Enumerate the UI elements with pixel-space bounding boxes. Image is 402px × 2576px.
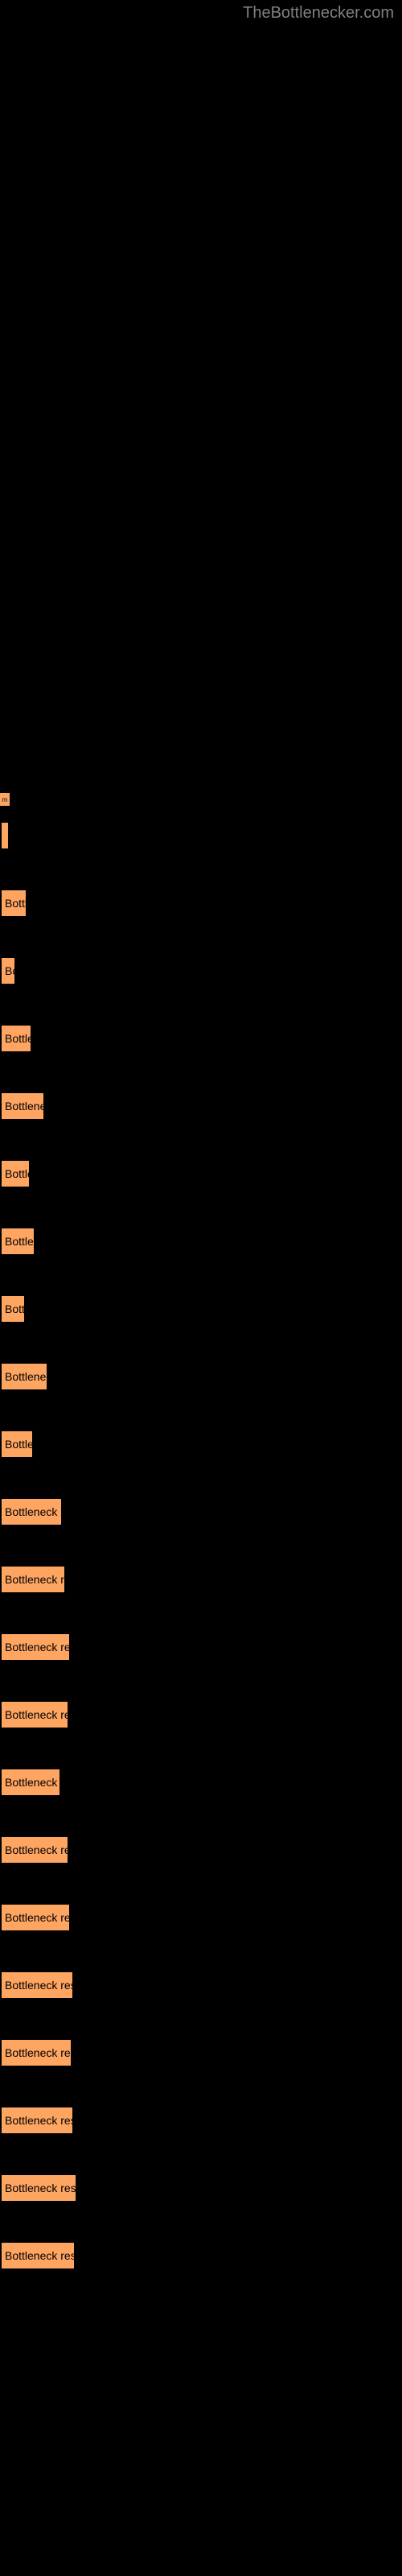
- bar-label-13: Bottleneck result: [5, 1708, 68, 1721]
- bar-row-1: Bottle: [0, 889, 402, 918]
- bar-8[interactable]: Bottleneck r: [0, 1362, 48, 1391]
- bar-label-18: Bottleneck result: [5, 2046, 71, 2059]
- watermark-text: TheBottlenecker.com: [243, 4, 394, 23]
- bar-label-2: Bo: [5, 964, 14, 977]
- tooltip-marker: m: [0, 793, 10, 806]
- bar-row-7: Bottle: [0, 1294, 402, 1323]
- bar-row-5: Bottlen: [0, 1159, 402, 1188]
- bar-6[interactable]: Bottlene: [0, 1227, 35, 1256]
- bar-10[interactable]: Bottleneck resu: [0, 1497, 63, 1526]
- bar-label-4: Bottleneck: [5, 1100, 43, 1113]
- bar-16[interactable]: Bottleneck result: [0, 1903, 71, 1932]
- bar-row-9: Bottlen: [0, 1430, 402, 1459]
- bar-row-11: Bottleneck result: [0, 1565, 402, 1594]
- tooltip-label: m: [2, 796, 8, 803]
- bar-12[interactable]: Bottleneck result: [0, 1633, 71, 1662]
- bar-label-12: Bottleneck result: [5, 1641, 69, 1653]
- bar-row-19: Bottleneck result: [0, 2106, 402, 2135]
- bar-7[interactable]: Bottle: [0, 1294, 26, 1323]
- bar-20[interactable]: Bottleneck result: [0, 2174, 77, 2202]
- bar-label-7: Bottle: [5, 1302, 24, 1315]
- bar-row-2: Bo: [0, 956, 402, 985]
- bar-row-3: Bottlen: [0, 1024, 402, 1053]
- bar-13[interactable]: Bottleneck result: [0, 1700, 69, 1729]
- bar-label-3: Bottlen: [5, 1032, 31, 1045]
- bar-row-16: Bottleneck result: [0, 1903, 402, 1932]
- bar-1[interactable]: Bottle: [0, 889, 27, 918]
- bar-row-6: Bottlene: [0, 1227, 402, 1256]
- bar-label-1: Bottle: [5, 897, 26, 910]
- bar-19[interactable]: Bottleneck result: [0, 2106, 74, 2135]
- bar-row-0: m: [0, 821, 402, 850]
- bar-row-15: Bottleneck result: [0, 1835, 402, 1864]
- bar-row-18: Bottleneck result: [0, 2038, 402, 2067]
- bar-4[interactable]: Bottleneck: [0, 1092, 45, 1121]
- bar-17[interactable]: Bottleneck result: [0, 1971, 74, 2000]
- bar-label-9: Bottlen: [5, 1438, 32, 1451]
- bar-chart: m Bottle Bo Bottlen Bottleneck Bottlen B…: [0, 0, 402, 2325]
- bar-5[interactable]: Bottlen: [0, 1159, 31, 1188]
- bar-label-5: Bottlen: [5, 1167, 29, 1180]
- bar-label-20: Bottleneck result: [5, 2182, 76, 2194]
- bar-label-16: Bottleneck result: [5, 1911, 69, 1924]
- bar-11[interactable]: Bottleneck result: [0, 1565, 66, 1594]
- bar-2[interactable]: Bo: [0, 956, 16, 985]
- bar-label-10: Bottleneck resu: [5, 1505, 61, 1518]
- bar-label-15: Bottleneck result: [5, 1843, 68, 1856]
- bar-row-21: Bottleneck result: [0, 2241, 402, 2270]
- bar-14[interactable]: Bottleneck res: [0, 1768, 61, 1797]
- bar-row-13: Bottleneck result: [0, 1700, 402, 1729]
- bar-9[interactable]: Bottlen: [0, 1430, 34, 1459]
- bar-row-10: Bottleneck resu: [0, 1497, 402, 1526]
- bar-row-14: Bottleneck res: [0, 1768, 402, 1797]
- bar-18[interactable]: Bottleneck result: [0, 2038, 72, 2067]
- bar-row-4: Bottleneck: [0, 1092, 402, 1121]
- bar-label-11: Bottleneck result: [5, 1573, 64, 1586]
- bar-row-8: Bottleneck r: [0, 1362, 402, 1391]
- bar-15[interactable]: Bottleneck result: [0, 1835, 69, 1864]
- bar-label-19: Bottleneck result: [5, 2114, 72, 2127]
- bar-row-17: Bottleneck result: [0, 1971, 402, 2000]
- bar-label-8: Bottleneck r: [5, 1370, 47, 1383]
- bar-label-6: Bottlene: [5, 1235, 34, 1248]
- bar-label-17: Bottleneck result: [5, 1979, 72, 1992]
- bar-21[interactable]: Bottleneck result: [0, 2241, 76, 2270]
- bar-row-12: Bottleneck result: [0, 1633, 402, 1662]
- bar-row-20: Bottleneck result: [0, 2174, 402, 2202]
- bar-label-21: Bottleneck result: [5, 2249, 74, 2262]
- bar-3[interactable]: Bottlen: [0, 1024, 32, 1053]
- bar-label-14: Bottleneck res: [5, 1776, 59, 1789]
- bar-0[interactable]: [0, 821, 10, 850]
